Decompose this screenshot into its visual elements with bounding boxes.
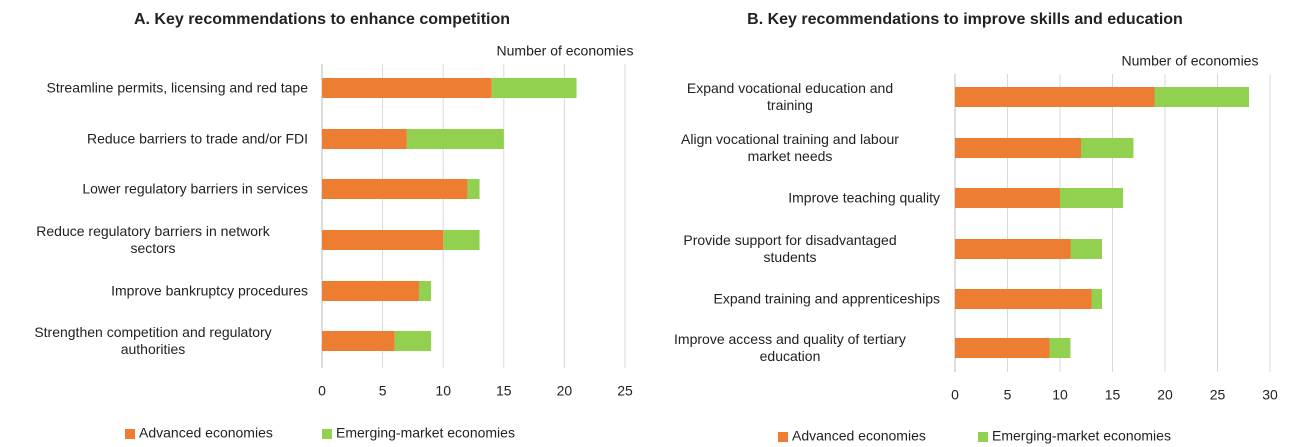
category-label: Reduce regulatory barriers in network se… <box>36 223 270 256</box>
legend-swatch <box>125 429 135 439</box>
category-label: Streamline permits, licensing and red ta… <box>46 79 308 96</box>
bar-segment <box>1091 289 1102 309</box>
bar-segment <box>322 78 492 98</box>
bar-segment <box>1060 188 1123 208</box>
bar-segment <box>1070 239 1102 259</box>
category-label: Expand training and apprenticeships <box>713 290 941 307</box>
bar-segment <box>955 87 1155 107</box>
bar-segment <box>955 338 1050 358</box>
axis-label: Number of economies <box>1122 53 1259 69</box>
bar-segment <box>394 331 432 351</box>
bar-segment <box>955 289 1092 309</box>
legend-label: Advanced economies <box>792 428 926 444</box>
x-tick-label: 25 <box>1210 387 1226 403</box>
bar-segment <box>1081 138 1134 158</box>
legend-swatch <box>778 432 788 442</box>
bar-segment <box>406 129 504 149</box>
bar-segment <box>322 129 407 149</box>
bar-segment <box>322 331 395 351</box>
x-tick-label: 10 <box>1052 387 1068 403</box>
bar-segment <box>955 239 1071 259</box>
category-label: Lower regulatory barriers in services <box>82 180 308 197</box>
bar-segment <box>955 138 1081 158</box>
category-label: Provide support for disadvantaged studen… <box>683 232 897 265</box>
category-label: Improve teaching quality <box>788 189 940 206</box>
bar-segment <box>1154 87 1249 107</box>
bar-segment <box>1049 338 1071 358</box>
legend-label: Advanced economies <box>139 425 273 441</box>
x-tick-label: 20 <box>557 383 573 399</box>
legend-swatch <box>322 429 332 439</box>
category-label: Align vocational training and labour mar… <box>681 131 899 164</box>
x-tick-label: 15 <box>496 383 512 399</box>
x-tick-label: 20 <box>1157 387 1173 403</box>
axis-label: Number of economies <box>497 43 634 59</box>
x-tick-label: 10 <box>435 383 451 399</box>
x-tick-label: 15 <box>1105 387 1121 403</box>
legend-label: Emerging-market economies <box>336 425 515 441</box>
bar-segment <box>467 179 480 199</box>
category-label: Improve access and quality of tertiary e… <box>674 331 906 364</box>
category-label: Strengthen competition and regulatory au… <box>34 324 272 357</box>
legend-label: Emerging-market economies <box>992 428 1171 444</box>
category-label: Improve bankruptcy procedures <box>111 282 308 299</box>
category-label: Expand vocational education and training <box>686 80 894 113</box>
chart-title: A. Key recommendations to enhance compet… <box>134 11 510 28</box>
x-tick-label: 30 <box>1262 387 1278 403</box>
bar-segment <box>955 188 1060 208</box>
legend-swatch <box>978 432 988 442</box>
bar-segment <box>418 281 432 301</box>
x-tick-label: 25 <box>617 383 633 399</box>
bar-segment <box>322 179 468 199</box>
x-tick-label: 0 <box>318 383 326 399</box>
category-label: Reduce barriers to trade and/or FDI <box>87 130 308 147</box>
x-tick-label: 5 <box>1004 387 1012 403</box>
bar-segment <box>491 78 577 98</box>
x-tick-label: 0 <box>951 387 959 403</box>
x-tick-label: 5 <box>379 383 387 399</box>
bar-segment <box>322 281 419 301</box>
bar-segment <box>443 230 480 250</box>
chart-title: B. Key recommendations to improve skills… <box>747 11 1183 28</box>
bar-segment <box>322 230 444 250</box>
